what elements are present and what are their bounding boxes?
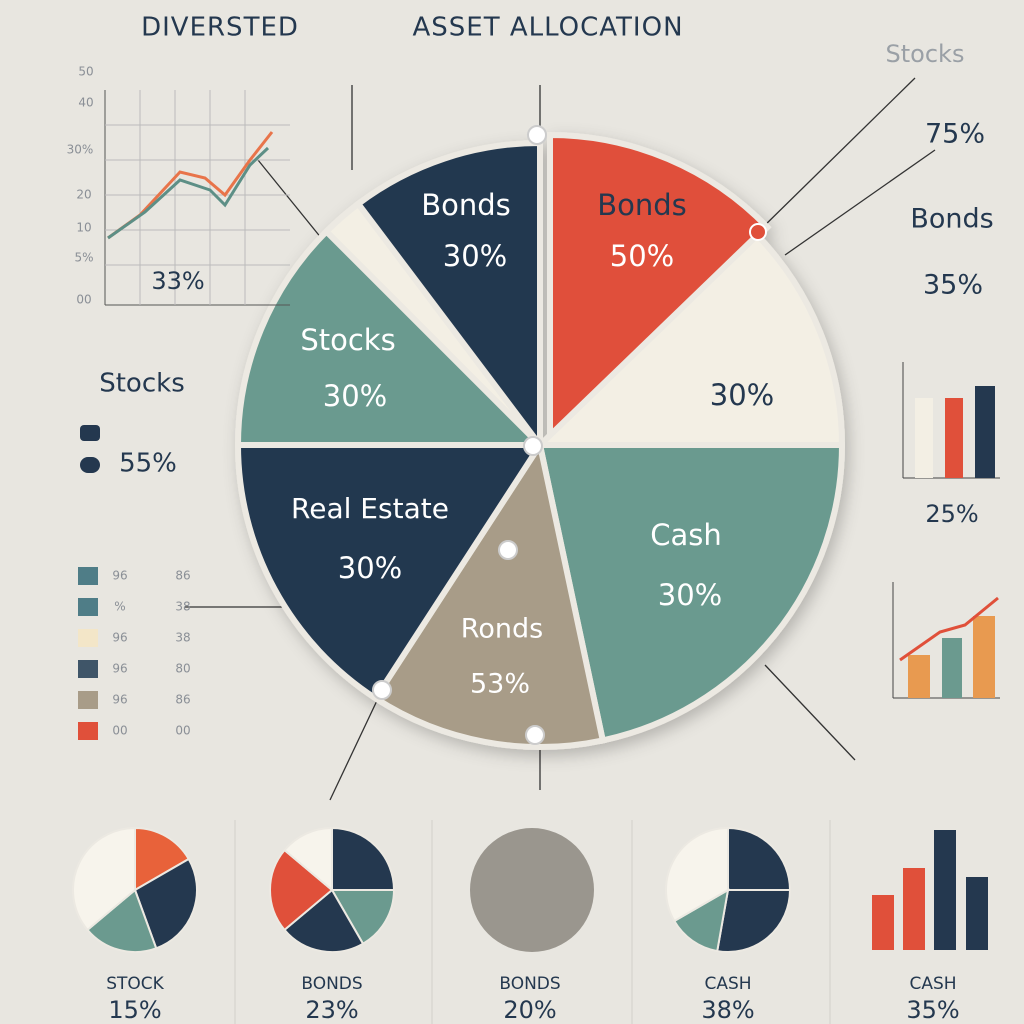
caption-label: CASH (704, 974, 751, 994)
key-text: % (114, 600, 125, 614)
mini-bar (872, 895, 894, 950)
key-text: 38 (175, 631, 190, 645)
tick-label: 50 (78, 65, 93, 79)
mini-bar-chart (902, 362, 1000, 479)
mini-pie-slice (331, 826, 396, 891)
caption-value: 15% (108, 996, 161, 1024)
mini-pie-slice (269, 848, 334, 932)
key-swatch (78, 722, 98, 740)
pie-slice (536, 442, 846, 744)
mini-bar (934, 830, 956, 950)
key-text: 86 (175, 693, 190, 707)
pie-slice (354, 139, 543, 454)
tick-label: 5% (74, 251, 93, 265)
key-swatch (78, 598, 98, 616)
mini-pie-slice (283, 826, 333, 893)
mini-pie-slice (665, 826, 729, 923)
caption-value: 23% (305, 996, 358, 1024)
mini-bar (966, 877, 988, 950)
legend-value: 55% (119, 449, 177, 479)
caption-label: BONDS (499, 974, 560, 994)
separators (234, 820, 831, 1024)
slice-label: Stocks (300, 323, 395, 357)
title-left: DIVERSTED (141, 13, 299, 43)
slice-value: 53% (470, 669, 530, 700)
left-key: 96 86% 38 96 38 96 80 96 86 00 00 (78, 567, 191, 740)
caption-label: STOCK (106, 974, 164, 994)
connectors (185, 77, 936, 801)
tick-label: 40 (78, 96, 93, 110)
pie-slice (234, 227, 548, 448)
key-text: 96 (112, 693, 127, 707)
key-text: 00 (175, 724, 190, 738)
tick-label: 20 (76, 188, 91, 202)
slice-value: 30% (338, 551, 402, 585)
key-text: 86 (175, 569, 190, 583)
title-right: ASSET ALLOCATION (412, 13, 683, 43)
pie-slice (547, 131, 772, 445)
tick-label: 30% (67, 143, 94, 157)
pie-slice (532, 230, 846, 448)
slice-label: Bonds (597, 188, 687, 222)
key-text: 96 (112, 569, 127, 583)
panel-value: 25% (925, 500, 978, 528)
key-text: 00 (112, 724, 127, 738)
caption-label: CASH (909, 974, 956, 994)
legend-swatch (80, 425, 100, 441)
mini-pie-slice (86, 888, 158, 953)
mini-pie-slice (72, 826, 136, 932)
key-swatch (78, 567, 98, 585)
slice-value: 30% (710, 378, 774, 412)
key-text: 96 (112, 631, 127, 645)
panel-value: 35% (923, 270, 983, 301)
key-swatch (78, 660, 98, 678)
legend-swatch (80, 457, 100, 473)
mini-pie-slice (134, 826, 191, 892)
mini-pie-slice (330, 889, 396, 946)
mini-pie-slice (672, 888, 730, 953)
key-swatch (78, 691, 98, 709)
caption-value: 35% (906, 996, 959, 1024)
mini-pie-slice (133, 857, 198, 950)
legend-label: Stocks (99, 369, 185, 399)
mini-growth-chart (892, 582, 1000, 699)
pie-slice (234, 442, 546, 703)
caption-value: 20% (503, 996, 556, 1024)
pie-slice (371, 437, 607, 750)
slice-value: 30% (323, 379, 387, 413)
mini-pie-slice (283, 888, 365, 953)
key-text: 38 (175, 600, 190, 614)
mini-pie-slice (727, 826, 792, 891)
panel-label: Bonds (910, 204, 993, 235)
panel-label: Stocks (886, 40, 965, 68)
main-pie (234, 131, 846, 750)
key-swatch (78, 629, 98, 647)
slice-value: 50% (610, 239, 674, 273)
tick-label: 10 (76, 221, 91, 235)
panel-value: 33% (151, 267, 204, 295)
caption-label: BONDS (301, 974, 362, 994)
slice-label: Real Estate (291, 492, 449, 525)
mini-bar (903, 868, 925, 950)
tick-label: 00 (76, 293, 91, 307)
caption-value: 38% (701, 996, 754, 1024)
key-text: 80 (175, 662, 190, 676)
mini-pie (470, 828, 594, 952)
line-panel: 50 40 30% 20 10 5% 00 33% (67, 65, 290, 307)
key-text: 96 (112, 662, 127, 676)
slice-label: Cash (650, 518, 722, 552)
slice-value: 30% (443, 239, 507, 273)
slice-label: Ronds (461, 614, 543, 645)
pie-pins (372, 125, 767, 745)
slice-label: Bonds (421, 188, 511, 222)
slice-value: 30% (658, 578, 722, 612)
mini-pie-slice (716, 889, 792, 953)
panel-value: 75% (925, 119, 985, 150)
